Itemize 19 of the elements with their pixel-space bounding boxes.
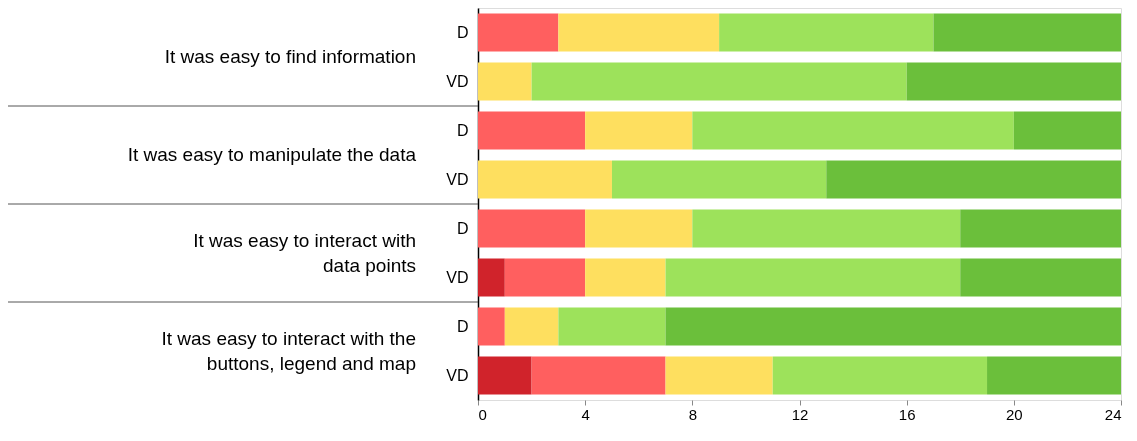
- x-tick-label: 0: [478, 405, 487, 423]
- text: It was easy to interact with data points: [193, 229, 416, 276]
- y-tick-label: VD: [446, 366, 469, 384]
- y-tick-label: D: [456, 23, 469, 41]
- x-tick-label: 8: [688, 405, 698, 423]
- y-tick-label: D: [456, 317, 469, 335]
- x-tick-label: 16: [898, 405, 916, 423]
- text: It was easy to manipulate the data: [127, 144, 417, 165]
- x-tick-label: 20: [1005, 405, 1023, 423]
- x-tick-label: 12: [791, 405, 809, 423]
- y-tick-label: D: [456, 219, 469, 237]
- y-tick-label: VD: [446, 268, 469, 286]
- text: It was easy to interact with the buttons, legend and map: [161, 327, 416, 374]
- y-tick-label: VD: [446, 170, 469, 188]
- x-tick-label: 24: [1104, 405, 1122, 423]
- y-tick-label: D: [456, 121, 469, 139]
- x-tick-label: 4: [581, 405, 590, 423]
- text: It was easy to find information: [164, 46, 416, 67]
- y-tick-label: VD: [446, 72, 469, 90]
